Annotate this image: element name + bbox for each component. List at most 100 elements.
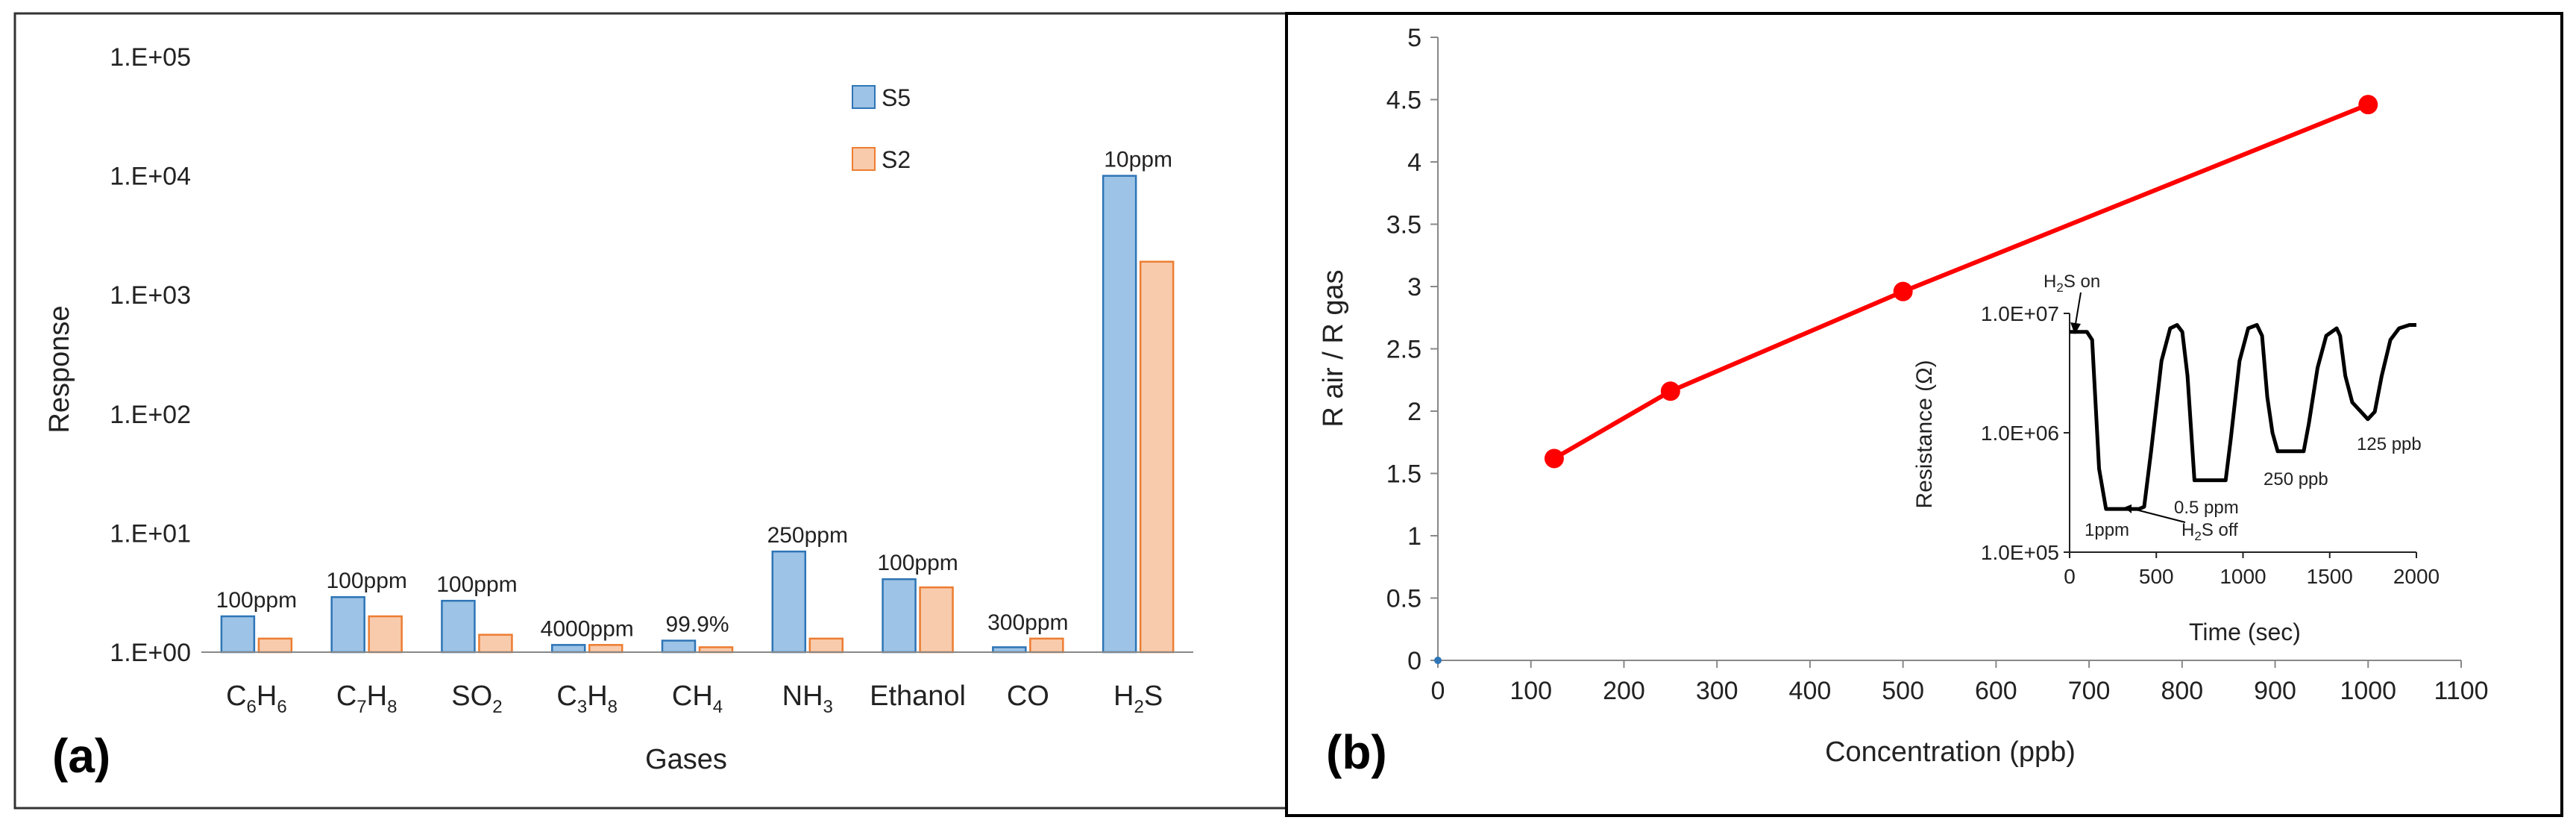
a-category-base: C (556, 681, 577, 712)
inset-x-tick-label: 500 (2139, 565, 2174, 588)
a-bar-s5 (771, 550, 807, 654)
a-y-tick-label: 1.E+03 (110, 281, 191, 310)
a-concentration-label: 100ppm (877, 551, 958, 575)
b-x-tick-label: 1100 (2434, 677, 2488, 705)
b-x-tick-label: 900 (2254, 677, 2296, 705)
b-y-tick-label: 3 (1407, 273, 1421, 301)
a-category-base: C (226, 681, 246, 712)
a-category-sub: 3 (577, 697, 587, 717)
b-x-axis-label: Concentration (ppb) (1825, 736, 2076, 768)
inset-annotation-rest: S off (2202, 520, 2238, 540)
a-category-sub: 8 (608, 697, 618, 717)
a-category-base: CH (672, 681, 713, 712)
a-concentration-label: 10ppm (1104, 148, 1172, 172)
inset-annotation: H2S off (2181, 520, 2238, 543)
b-y-tick-label: 0.5 (1386, 585, 1421, 613)
inset-x-tick-label: 0 (2064, 565, 2076, 588)
inset-annotation: H2S on (2043, 272, 2100, 295)
inset-annotation: 0.5 ppm (2174, 498, 2239, 518)
a-bar-s5 (330, 595, 365, 654)
b-x-tick-label: 100 (1510, 677, 1552, 705)
a-y-tick-label: 1.E+05 (110, 43, 191, 72)
a-y-tick-label: 1.E+02 (110, 401, 191, 429)
inset-x-tick-label: 1000 (2220, 565, 2266, 588)
a-category-sub: 2 (492, 697, 502, 717)
a-legend: S5 S2 (852, 84, 911, 173)
panel-a-frame (13, 12, 1288, 810)
b-x-tick-label: 800 (2161, 677, 2203, 705)
a-category-sub: 6 (277, 697, 286, 717)
b-y-tick-label: 5 (1407, 24, 1421, 52)
inset-annotation-arrow (2074, 292, 2082, 329)
a-bar-s2 (919, 586, 954, 654)
a-category-label: SO2 (451, 681, 502, 717)
a-category-label: CH4 (672, 681, 723, 717)
a-legend-label-s5: S5 (882, 84, 911, 111)
b-data-point (1544, 448, 1564, 469)
b-y-tick-label: 0 (1407, 647, 1421, 675)
b-y-tick-label: 2.5 (1386, 336, 1421, 364)
a-bar-s5 (550, 644, 586, 654)
a-category-mid: S (1144, 681, 1163, 712)
a-bar-s5 (220, 615, 256, 654)
b-series-line (1553, 102, 2369, 461)
inset-y-axis-label: Resistance (Ω) (1912, 360, 1937, 508)
b-x-tick-label: 1000 (2340, 677, 2396, 705)
a-concentration-label: 250ppm (767, 523, 848, 548)
inset-resistance-curve (2070, 323, 2416, 511)
b-y-tick-label: 4.5 (1386, 87, 1421, 115)
panel-b-frame (1285, 12, 2563, 817)
a-category-base: SO (451, 681, 492, 712)
a-y-axis-label: Response (44, 305, 75, 433)
b-x-tick-label: 200 (1603, 677, 1645, 705)
a-bar-s2 (588, 644, 623, 654)
a-category-base: C (336, 681, 356, 712)
b-x-tick-label: 0 (1431, 677, 1445, 705)
inset-y-tick-label: 1.0E+06 (1981, 422, 2059, 445)
a-category-sub: 4 (713, 697, 723, 717)
inset-y-tick-label: 1.0E+07 (1981, 302, 2059, 325)
a-category-mid: H (367, 681, 387, 712)
a-bar-s5 (1102, 175, 1137, 654)
a-concentration-label: 99.9% (665, 613, 729, 637)
b-y-tick-label: 3.5 (1386, 211, 1421, 240)
panel-b-label: (b) (1326, 725, 1387, 779)
a-category-label: H2S (1113, 681, 1163, 717)
panel-a: 1.E+00 1.E+01 1.E+02 1.E+03 1.E+04 1.E+05 100… (13, 12, 1288, 810)
panel-b: 0 100 200 300 400 500 600 700 800 900 1000 110000.5… (1285, 12, 2563, 817)
a-legend-swatch-s5 (852, 85, 876, 109)
a-bar-s2 (257, 637, 293, 654)
inset-annotation-text: 0.5 ppm (2174, 498, 2239, 518)
a-category-sub: 3 (823, 697, 833, 717)
a-concentration-label: 4000ppm (541, 616, 634, 641)
a-bar-s5 (441, 599, 476, 654)
a-concentration-label: 100ppm (326, 569, 406, 593)
a-category-base: Ethanol (870, 681, 966, 712)
inset-annotation-text: 125 ppb (2357, 434, 2422, 454)
a-category-base: H (1113, 681, 1134, 712)
b-y-tick-label: 4 (1407, 148, 1421, 177)
b-y-tick-label: 2 (1407, 398, 1421, 426)
a-bar-s2 (368, 615, 403, 654)
inset-annotation-rest: S on (2064, 272, 2100, 292)
b-data-point (2358, 95, 2378, 115)
a-category-label: CO (1007, 681, 1049, 712)
b-x-tick-label: 300 (1696, 677, 1738, 705)
inset-y-tick-label: 1.0E+05 (1981, 541, 2059, 564)
inset-annotation: 1ppm (2085, 520, 2129, 540)
inset-x-axis-label: Time (sec) (2189, 619, 2301, 645)
a-concentration-label: 300ppm (987, 610, 1068, 635)
a-legend-label-s2: S2 (882, 146, 911, 173)
a-concentration-label: 100ppm (216, 588, 297, 613)
b-x-tick-label: 400 (1789, 677, 1832, 705)
a-category-base: CO (1007, 681, 1049, 712)
a-category-sub: 7 (356, 697, 366, 717)
a-y-tick-label: 1.E+00 (110, 639, 191, 667)
b-x-tick-label: 700 (2068, 677, 2111, 705)
b-y-tick-label: 1.5 (1386, 460, 1421, 489)
a-category-sub: 8 (387, 697, 397, 717)
inset-x-tick-label: 2000 (2393, 565, 2440, 588)
a-category-label: C3H8 (556, 681, 618, 717)
a-category-mid: H (587, 681, 607, 712)
